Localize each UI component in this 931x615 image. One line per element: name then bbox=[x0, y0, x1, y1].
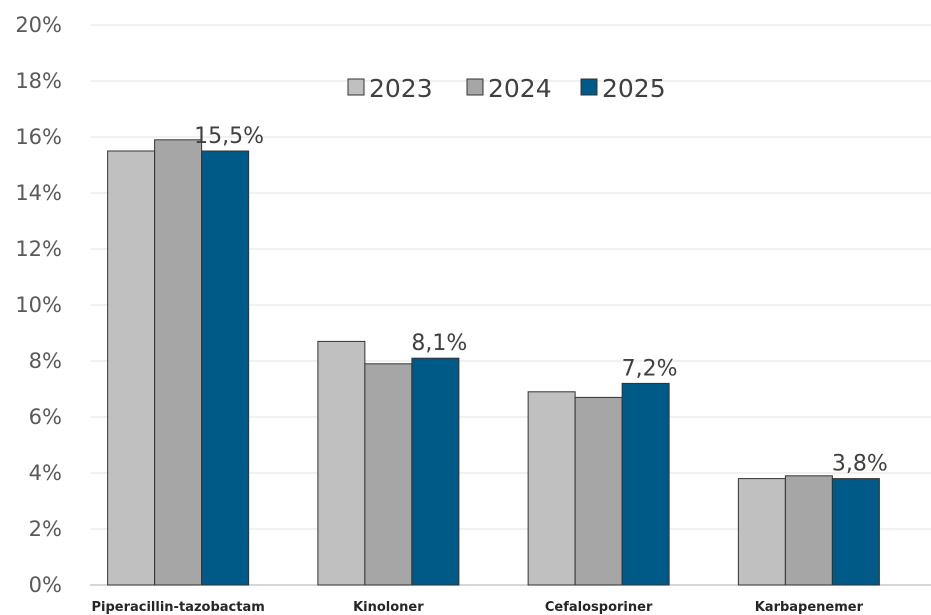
y-tick-label: 6% bbox=[29, 405, 62, 429]
y-tick-label: 0% bbox=[29, 573, 62, 597]
legend-label: 2025 bbox=[602, 74, 666, 103]
bar-2024-kinoloner bbox=[364, 363, 413, 586]
x-category-label: Kinoloner bbox=[353, 600, 424, 615]
y-tick-label: 4% bbox=[29, 461, 62, 485]
legend-swatch bbox=[580, 78, 598, 96]
data-label: 8,1% bbox=[411, 331, 467, 356]
bar-2023-kinoloner bbox=[317, 340, 366, 586]
bar-2023-karbapenemer bbox=[737, 478, 786, 586]
bar-2024-piperacillin-tazobactam bbox=[154, 139, 203, 586]
x-category-label: Piperacillin-tazobactam bbox=[91, 600, 264, 615]
bar-2023-cefalosporiner bbox=[527, 391, 576, 586]
bar-2025-karbapenemer bbox=[831, 478, 880, 586]
x-axis-category-labels: Piperacillin-tazobactam Kinoloner Cefalosp… bbox=[91, 600, 863, 615]
bar-2025-kinoloner bbox=[411, 357, 460, 586]
y-tick-label: 12% bbox=[15, 237, 62, 261]
bar-2025-cefalosporiner bbox=[621, 382, 670, 586]
x-category-label: Cefalosporiner bbox=[545, 600, 653, 615]
y-tick-label: 8% bbox=[29, 349, 62, 373]
data-label: 7,2% bbox=[622, 356, 678, 381]
y-tick-label: 20% bbox=[15, 13, 62, 37]
bar-2024-cefalosporiner bbox=[574, 396, 623, 586]
y-tick-label: 10% bbox=[15, 293, 62, 317]
legend-swatch bbox=[347, 78, 365, 96]
data-label: 3,8% bbox=[832, 452, 888, 477]
legend: 2023 2024 2025 bbox=[347, 74, 666, 103]
bar-2024-karbapenemer bbox=[784, 475, 833, 586]
legend-swatch bbox=[466, 78, 484, 96]
y-axis-ticks: 0% 2% 4% 6% 8% 10% 12% 14% 16% 18% 20% bbox=[15, 13, 62, 597]
data-label: 15,5% bbox=[194, 124, 264, 149]
y-tick-label: 14% bbox=[15, 181, 62, 205]
y-tick-label: 18% bbox=[15, 69, 62, 93]
bars bbox=[107, 139, 880, 586]
legend-label: 2023 bbox=[369, 74, 433, 103]
legend-label: 2024 bbox=[488, 74, 552, 103]
y-tick-label: 2% bbox=[29, 517, 62, 541]
y-tick-label: 16% bbox=[15, 125, 62, 149]
bar-2025-piperacillin-tazobactam bbox=[201, 150, 250, 586]
data-labels: 15,5% 8,1% 7,2% 3,8% bbox=[194, 124, 888, 477]
bar-2023-piperacillin-tazobactam bbox=[107, 150, 156, 586]
x-category-label: Karbapenemer bbox=[755, 600, 864, 615]
